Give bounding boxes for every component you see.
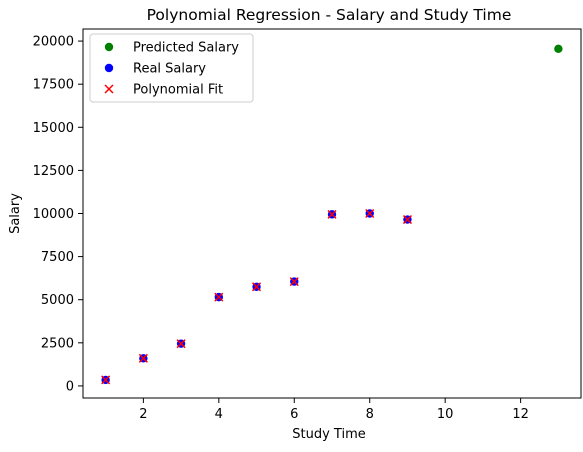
y-tick-label: 0 bbox=[66, 379, 74, 394]
x-axis-title: Study Time bbox=[292, 427, 365, 442]
legend-item-polynomial-fit: Polynomial Fit bbox=[104, 83, 223, 98]
series-polynomial-fit bbox=[101, 208, 412, 385]
x-tick-label: 12 bbox=[512, 407, 529, 422]
y-tick-label: 7500 bbox=[41, 250, 74, 265]
legend-label: Polynomial Fit bbox=[133, 83, 223, 98]
x-tick-label: 6 bbox=[290, 407, 298, 422]
y-tick-label: 12500 bbox=[33, 164, 74, 179]
polynomial-fit-point bbox=[252, 282, 262, 292]
polynomial-fit-point bbox=[327, 209, 337, 219]
x-tick-label: 10 bbox=[437, 407, 454, 422]
y-tick-label: 15000 bbox=[33, 121, 74, 136]
polynomial-fit-point bbox=[176, 339, 186, 349]
legend-item-real-salary: Real Salary bbox=[104, 62, 206, 77]
polynomial-fit-point bbox=[289, 277, 299, 287]
series-layer bbox=[101, 44, 563, 385]
polynomial-fit-point bbox=[365, 208, 375, 219]
polynomial-fit-point bbox=[214, 292, 224, 302]
predicted-salary-point bbox=[554, 44, 563, 54]
y-tick-label: 17500 bbox=[33, 78, 74, 93]
y-tick-label: 2500 bbox=[41, 336, 74, 351]
x-tick-label: 4 bbox=[215, 407, 223, 422]
series-predicted-salary bbox=[554, 44, 563, 54]
legend-box bbox=[89, 33, 254, 103]
x-axis: 2 4 6 8 10 12 bbox=[139, 398, 529, 422]
y-tick-label: 20000 bbox=[33, 35, 74, 50]
chart-title: Polynomial Regression - Salary and Study… bbox=[147, 6, 512, 24]
legend-marker bbox=[104, 42, 114, 52]
polynomial-fit-point bbox=[138, 353, 148, 363]
polynomial-fit-point bbox=[402, 215, 412, 225]
legend-marker bbox=[104, 84, 114, 94]
legend-label: Predicted Salary bbox=[133, 41, 239, 56]
x-tick-label: 8 bbox=[366, 407, 374, 422]
x-tick-label: 2 bbox=[139, 407, 147, 422]
y-tick-label: 10000 bbox=[33, 207, 74, 222]
polynomial-fit-point bbox=[101, 375, 111, 385]
legend: Predicted Salary Real Salary Polynomial Fi… bbox=[89, 33, 254, 103]
legend-label: Real Salary bbox=[133, 62, 206, 77]
legend-item-predicted-salary: Predicted Salary bbox=[104, 41, 239, 56]
y-tick-label: 5000 bbox=[41, 293, 74, 308]
legend-marker bbox=[104, 63, 114, 73]
y-axis: 0 2500 5000 7500 10000 12500 15000 17500 20000 bbox=[33, 35, 83, 394]
y-axis-title: Salary bbox=[8, 193, 23, 234]
